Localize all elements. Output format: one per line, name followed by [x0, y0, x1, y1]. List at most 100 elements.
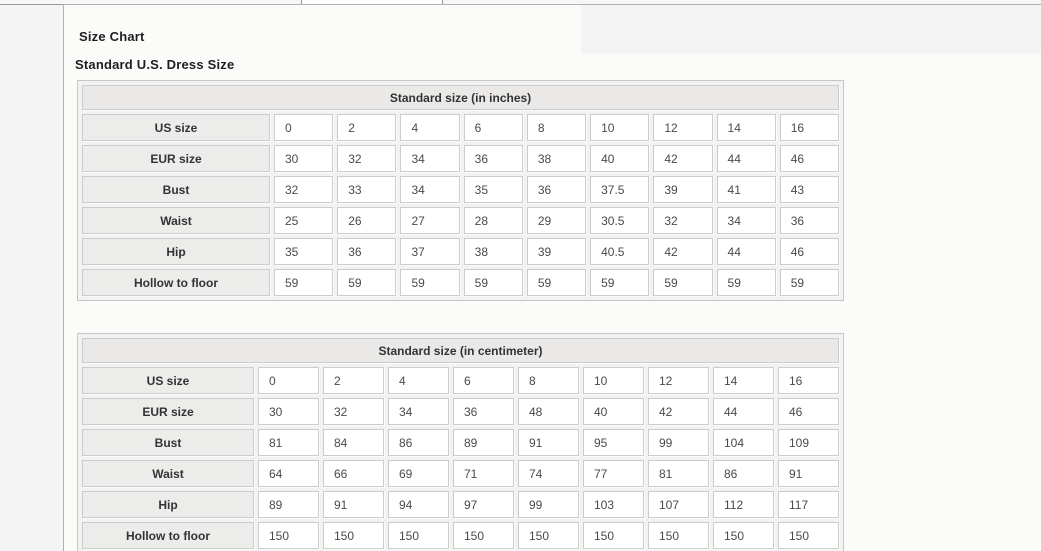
size-cell: 150: [453, 522, 514, 549]
size-cell: 30: [258, 398, 319, 425]
size-cell: 97: [453, 491, 514, 518]
size-cell: 59: [400, 269, 460, 296]
size-cell: 38: [463, 238, 523, 265]
size-cell: 32: [274, 176, 334, 203]
table-row: Bust 81 84 86 89 91 95 99 104 109: [82, 429, 839, 456]
size-cell: 30: [274, 145, 334, 172]
size-cell: 14: [716, 114, 776, 141]
size-cell: 94: [388, 491, 449, 518]
row-label: US size: [82, 114, 270, 141]
size-cell: 59: [526, 269, 587, 296]
size-cell: 33: [337, 176, 397, 203]
table-caption: Standard size (in inches): [82, 85, 839, 110]
size-cell: 44: [716, 145, 776, 172]
size-cell: 69: [388, 460, 449, 487]
size-cell: 36: [463, 145, 523, 172]
size-cell: 104: [713, 429, 774, 456]
size-cell: 0: [274, 114, 334, 141]
size-cell: 95: [583, 429, 644, 456]
size-cell: 99: [648, 429, 709, 456]
size-cell: 35: [463, 176, 523, 203]
size-cell: 34: [716, 207, 776, 234]
size-cell: 34: [400, 176, 460, 203]
size-cell: 42: [653, 145, 713, 172]
size-cell: 117: [778, 491, 839, 518]
page-title: Size Chart: [79, 29, 145, 44]
size-cell: 150: [713, 522, 774, 549]
size-cell: 28: [463, 207, 523, 234]
size-cell: 29: [526, 207, 587, 234]
size-cell: 12: [648, 367, 709, 394]
size-cell: 34: [388, 398, 449, 425]
table-row: Hollow to floor 59 59 59 59 59 59 59 59 59: [82, 269, 839, 296]
size-cell: 25: [274, 207, 334, 234]
size-cell: 8: [518, 367, 579, 394]
size-cell: 89: [453, 429, 514, 456]
size-cell: 10: [583, 367, 644, 394]
section-title: Standard U.S. Dress Size: [75, 57, 235, 72]
size-cell: 39: [526, 238, 587, 265]
size-cell: 150: [648, 522, 709, 549]
size-cell: 36: [779, 207, 839, 234]
size-cell: 64: [258, 460, 319, 487]
size-cell: 150: [258, 522, 319, 549]
content-panel: Size Chart Standard U.S. Dress Size Stan…: [63, 4, 1041, 551]
table-row: Waist 25 26 27 28 29 30.5 32 34 36: [82, 207, 839, 234]
size-cell: 71: [453, 460, 514, 487]
size-cell: 81: [258, 429, 319, 456]
size-cell: 59: [337, 269, 397, 296]
size-cell: 86: [713, 460, 774, 487]
size-cell: 10: [590, 114, 650, 141]
table-row: EUR size 30 32 34 36 48 40 42 44 46: [82, 398, 839, 425]
size-cell: 37.5: [590, 176, 650, 203]
size-cell: 2: [337, 114, 397, 141]
size-cell: 36: [337, 238, 397, 265]
size-cell: 43: [779, 176, 839, 203]
row-label: Bust: [82, 176, 270, 203]
size-cell: 12: [653, 114, 713, 141]
table-caption: Standard size (in centimeter): [82, 338, 839, 363]
row-label: EUR size: [82, 145, 270, 172]
size-cell: 74: [518, 460, 579, 487]
active-tab[interactable]: [301, 0, 443, 5]
table-row: US size 0 2 4 6 8 10 12 14 16: [82, 114, 839, 141]
size-cell: 99: [518, 491, 579, 518]
size-cell: 40.5: [590, 238, 650, 265]
size-cell: 46: [779, 145, 839, 172]
size-cell: 32: [337, 145, 397, 172]
size-cell: 66: [323, 460, 384, 487]
size-cell: 150: [323, 522, 384, 549]
table-row: Hip 35 36 37 38 39 40.5 42 44 46: [82, 238, 839, 265]
table-row: EUR size 30 32 34 36 38 40 42 44 46: [82, 145, 839, 172]
size-cell: 48: [518, 398, 579, 425]
size-cell: 34: [400, 145, 460, 172]
size-cell: 84: [323, 429, 384, 456]
size-cell: 16: [779, 114, 839, 141]
row-label: Hip: [82, 491, 254, 518]
size-cell: 27: [400, 207, 460, 234]
size-cell: 59: [463, 269, 523, 296]
size-cell: 91: [778, 460, 839, 487]
size-tables-container: Standard size (in inches) US size 0 2 4 6 8 10 1…: [64, 80, 1041, 551]
size-cell: 112: [713, 491, 774, 518]
top-right-background: [581, 5, 1041, 54]
row-label: Waist: [82, 207, 270, 234]
size-cell: 39: [653, 176, 713, 203]
size-cell: 150: [583, 522, 644, 549]
size-cell: 36: [453, 398, 514, 425]
size-cell: 107: [648, 491, 709, 518]
size-cell: 14: [713, 367, 774, 394]
table-row: US size 0 2 4 6 8 10 12 14 16: [82, 367, 839, 394]
size-cell: 109: [778, 429, 839, 456]
size-cell: 32: [323, 398, 384, 425]
size-cell: 37: [400, 238, 460, 265]
size-cell: 8: [526, 114, 587, 141]
size-cell: 30.5: [590, 207, 650, 234]
size-table: Standard size (in centimeter) US size 0 2 4 6…: [77, 333, 844, 551]
size-cell: 40: [583, 398, 644, 425]
size-cell: 41: [716, 176, 776, 203]
size-cell: 46: [779, 238, 839, 265]
table-row: Waist 64 66 69 71 74 77 81 86 91: [82, 460, 839, 487]
table-row: Bust 32 33 34 35 36 37.5 39 41 43: [82, 176, 839, 203]
